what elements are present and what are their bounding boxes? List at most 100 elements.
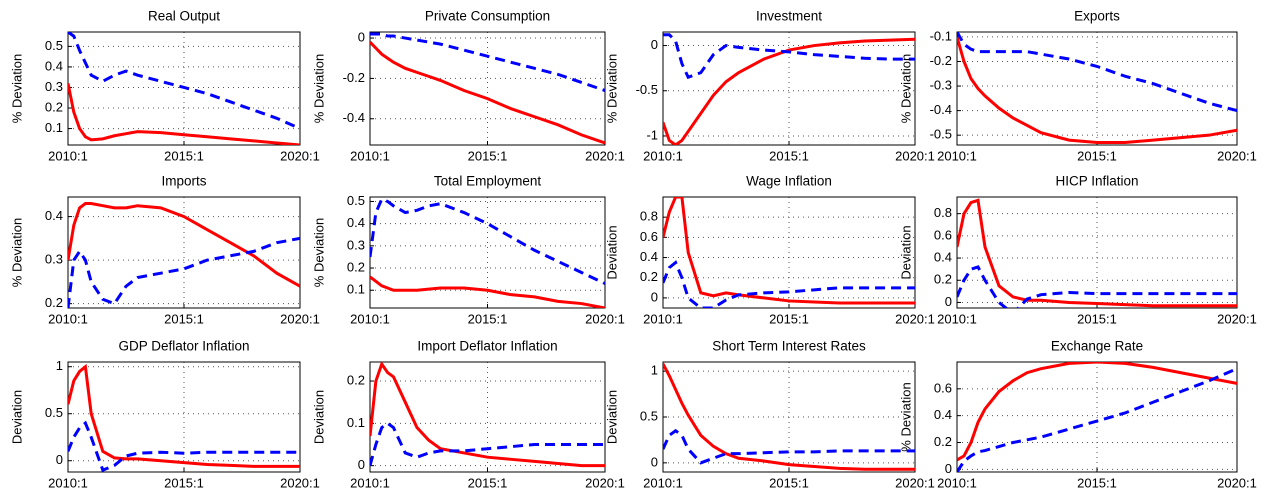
plot-frame <box>956 31 1238 146</box>
y-tick-label: 0.6 <box>640 229 658 244</box>
y-tick-label: 0.4 <box>45 208 63 223</box>
y-tick-label: 0.5 <box>640 408 658 423</box>
x-tick-label: 2010:1 <box>643 311 683 326</box>
y-tick-label: 0.5 <box>45 405 63 420</box>
y-axis-label: Deviation <box>604 225 619 279</box>
data-line <box>68 363 300 468</box>
y-tick-label: -1 <box>646 127 658 142</box>
chart-title: Exchange Rate <box>1051 339 1143 354</box>
y-axis-label: % Deviation <box>604 54 619 123</box>
data-line <box>68 420 300 472</box>
y-tick-label: 0.8 <box>934 205 952 220</box>
y-tick-label: -0.5 <box>636 82 658 97</box>
x-tick-label: 2010:1 <box>937 148 977 163</box>
y-tick-label: 0.6 <box>934 227 952 242</box>
chart-title: Total Employment <box>434 174 542 189</box>
data-line <box>370 275 605 308</box>
y-tick-label: 0.4 <box>347 215 365 230</box>
data-line <box>370 362 605 468</box>
x-tick-label: 2015:1 <box>164 311 204 326</box>
chart-title: Exports <box>1074 9 1120 24</box>
x-tick-label: 2010:1 <box>48 148 88 163</box>
x-tick-label: 2020:1 <box>280 148 320 163</box>
y-tick-label: 0.2 <box>45 295 63 310</box>
data-line <box>957 36 1237 145</box>
plot-frame <box>369 361 606 473</box>
plot-frame <box>956 196 1238 309</box>
y-tick-label: 0.2 <box>347 372 365 387</box>
x-tick-label: 2020:1 <box>1217 475 1257 490</box>
data-line <box>68 32 300 130</box>
x-tick-label: 2010:1 <box>350 311 390 326</box>
y-tick-label: 0.2 <box>934 272 952 287</box>
data-line <box>663 428 915 465</box>
x-tick-label: 2010:1 <box>48 475 88 490</box>
x-tick-label: 2015:1 <box>769 475 809 490</box>
y-tick-label: -0.3 <box>930 77 952 92</box>
x-tick-label: 2020:1 <box>585 148 625 163</box>
plot-frame <box>67 361 301 473</box>
chart-title: GDP Deflator Inflation <box>118 339 249 354</box>
x-tick-label: 2020:1 <box>280 311 320 326</box>
y-tick-label: 0 <box>945 461 952 476</box>
y-tick-label: 0.1 <box>45 120 63 135</box>
data-line <box>663 260 915 308</box>
x-tick-label: 2020:1 <box>585 311 625 326</box>
y-tick-label: 0.2 <box>640 269 658 284</box>
y-tick-label: -0.4 <box>343 110 365 125</box>
x-tick-label: 2020:1 <box>280 475 320 490</box>
y-tick-label: 0 <box>651 37 658 52</box>
chart-title: Private Consumption <box>425 9 550 24</box>
x-tick-label: 2010:1 <box>937 475 977 490</box>
x-tick-label: 2010:1 <box>643 148 683 163</box>
chart-title: Investment <box>756 9 822 24</box>
x-tick-label: 2015:1 <box>769 148 809 163</box>
y-tick-label: 0.4 <box>934 249 952 264</box>
x-tick-label: 2010:1 <box>350 475 390 490</box>
y-tick-label: 0.4 <box>640 249 658 264</box>
x-tick-label: 2010:1 <box>643 475 683 490</box>
plot-frame <box>662 196 916 309</box>
y-axis-label: % Deviation <box>311 54 326 123</box>
x-tick-label: 2015:1 <box>164 148 204 163</box>
y-tick-label: -0.2 <box>930 53 952 68</box>
y-tick-label: -0.2 <box>343 70 365 85</box>
x-tick-label: 2020:1 <box>585 475 625 490</box>
x-tick-label: 2020:1 <box>1217 311 1257 326</box>
data-line <box>663 33 915 80</box>
chart-title: Imports <box>161 174 206 189</box>
plot-frame <box>662 31 916 146</box>
y-axis-label: % Deviation <box>9 218 24 287</box>
chart-title: HICP Inflation <box>1055 174 1138 189</box>
data-line <box>68 202 300 288</box>
y-axis-label: Deviation <box>604 390 619 444</box>
data-line <box>957 32 1237 113</box>
x-tick-label: 2015:1 <box>468 148 508 163</box>
y-tick-label: 0.8 <box>640 209 658 224</box>
y-tick-label: -0.1 <box>930 28 952 43</box>
data-line <box>957 367 1237 472</box>
y-axis-label: Deviation <box>311 390 326 444</box>
y-tick-label: 0.1 <box>347 282 365 297</box>
x-tick-label: 2015:1 <box>1077 148 1117 163</box>
y-tick-label: 0.3 <box>45 252 63 267</box>
y-tick-label: 0.1 <box>347 415 365 430</box>
x-tick-label: 2015:1 <box>468 475 508 490</box>
y-axis-label: % Deviation <box>898 382 913 451</box>
y-tick-label: 0.2 <box>347 259 365 274</box>
x-tick-label: 2015:1 <box>769 311 809 326</box>
y-tick-label: 0 <box>56 452 63 467</box>
x-tick-label: 2020:1 <box>1217 148 1257 163</box>
plot-frame <box>662 361 916 473</box>
x-tick-label: 2015:1 <box>1077 475 1117 490</box>
chart-title: Real Output <box>148 9 220 24</box>
y-tick-label: 0 <box>945 294 952 309</box>
data-line <box>370 197 605 285</box>
y-tick-label: 0.3 <box>347 237 365 252</box>
data-line <box>663 197 915 305</box>
x-tick-label: 2010:1 <box>48 311 88 326</box>
y-tick-label: 1 <box>651 363 658 378</box>
x-tick-label: 2020:1 <box>895 148 935 163</box>
y-tick-label: 0.3 <box>45 79 63 94</box>
